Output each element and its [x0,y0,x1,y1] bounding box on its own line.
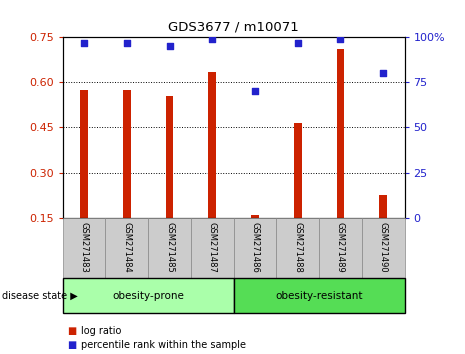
Text: GSM271490: GSM271490 [379,222,388,273]
Text: ■: ■ [67,340,77,350]
Bar [123,90,131,218]
Point [80,40,88,45]
Text: percentile rank within the sample: percentile rank within the sample [81,340,246,350]
Text: GSM271485: GSM271485 [165,222,174,273]
Bar [251,215,259,218]
Point [337,36,344,42]
Text: log ratio: log ratio [81,326,122,336]
Text: GSM271489: GSM271489 [336,222,345,273]
Text: ■: ■ [67,326,77,336]
Bar [80,90,88,218]
Text: GSM271483: GSM271483 [80,222,89,273]
Point [294,40,301,45]
Point [123,40,131,45]
Text: disease state ▶: disease state ▶ [2,291,78,301]
Point [209,36,216,42]
Bar [294,123,302,218]
Text: obesity-prone: obesity-prone [112,291,184,301]
Title: GDS3677 / m10071: GDS3677 / m10071 [168,20,299,33]
Bar [337,49,344,218]
Bar [166,96,173,218]
Text: GSM271486: GSM271486 [251,222,259,273]
Point [166,44,173,49]
Point [251,88,259,94]
Text: GSM271487: GSM271487 [208,222,217,273]
Text: GSM271484: GSM271484 [122,222,131,273]
Bar [208,72,216,218]
Text: GSM271488: GSM271488 [293,222,302,273]
Point [379,70,387,76]
Bar [379,195,387,218]
Text: obesity-resistant: obesity-resistant [275,291,363,301]
